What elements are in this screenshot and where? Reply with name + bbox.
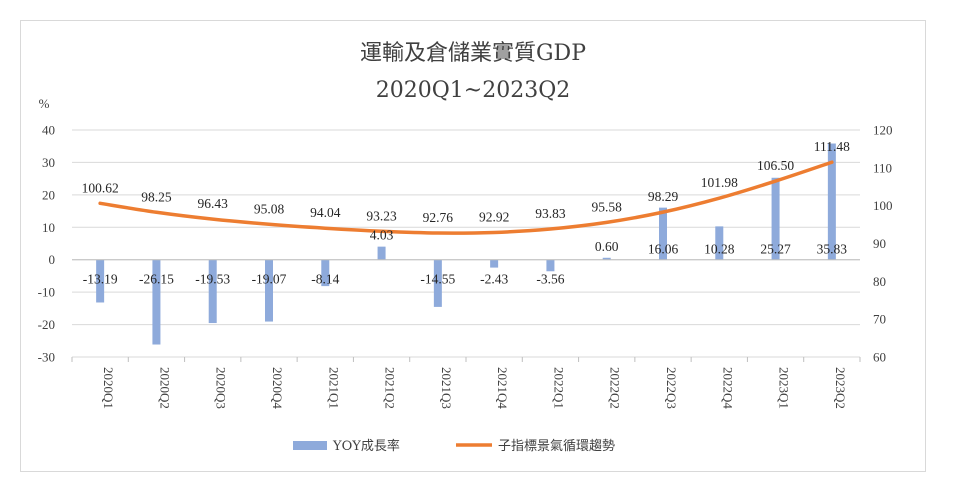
x-tick-label: 2021Q4 (495, 367, 510, 409)
legend-label-line: 子指標景氣循環趨勢 (498, 439, 615, 454)
trend-data-label: 95.08 (254, 201, 285, 216)
trend-data-label: 106.50 (757, 158, 794, 173)
x-tick-label: 2020Q3 (214, 367, 229, 409)
y2-tick-label: 120 (873, 123, 893, 138)
y-tick-label: 20 (42, 187, 55, 202)
bar-data-label: -3.56 (536, 272, 564, 287)
bar-data-label: -13.19 (83, 272, 118, 287)
y-tick-label: 10 (42, 220, 55, 235)
gridlines (72, 129, 860, 358)
line-series (98, 160, 834, 235)
trend-data-label: 94.04 (310, 205, 341, 220)
y-axis-unit-label: % (39, 96, 50, 111)
trend-data-label: 98.29 (648, 189, 679, 204)
chart-subtitle: 2020Q1~2023Q2 (376, 78, 570, 103)
x-tick-label: 2020Q2 (157, 367, 172, 409)
y2-tick-label: 100 (873, 198, 893, 213)
bar-data-label: -19.07 (252, 272, 287, 287)
bar (490, 259, 499, 268)
y2-tick-label: 60 (873, 350, 886, 365)
data-labels: 100.62 98.25 96.43 95.08 94.04 93.23 92.76 92.9… (82, 139, 851, 286)
bar (152, 259, 161, 345)
trend-data-label: 96.43 (198, 196, 229, 211)
legend: YOY成長率 子指標景氣循環趨勢 (293, 438, 615, 454)
trend-data-label: 98.25 (141, 189, 172, 204)
x-tick-label: 2021Q1 (326, 367, 341, 409)
chart-title: 運輸及倉儲業實質GDP (360, 41, 586, 66)
trend-data-label: 92.76 (423, 210, 454, 225)
bar (659, 207, 667, 260)
trend-data-label: 111.48 (814, 139, 850, 154)
bar-data-label: 16.06 (648, 242, 679, 257)
bar (321, 259, 330, 287)
x-tick-label: 2023Q1 (777, 367, 792, 409)
bar (433, 259, 442, 307)
bar (208, 259, 217, 324)
x-tick-label: 2021Q2 (383, 367, 398, 409)
legend-label-bar: YOY成長率 (332, 438, 400, 454)
x-tick-label: 2022Q1 (551, 367, 566, 409)
trend-data-label: 101.98 (701, 175, 738, 190)
bar-data-label: 25.27 (760, 242, 791, 257)
bar-data-label: 35.83 (817, 242, 848, 257)
bar (602, 257, 611, 260)
bar (827, 143, 836, 260)
bar-data-label: -14.55 (420, 272, 455, 287)
y-tick-label: -10 (38, 285, 55, 300)
trend-line (98, 160, 834, 235)
y-tick-label: 0 (49, 252, 56, 267)
bar-data-label: 10.28 (704, 242, 735, 257)
x-tick-label: 2023Q2 (833, 367, 848, 409)
bar-data-label: 0.60 (595, 239, 619, 254)
legend-swatch-bar (293, 441, 327, 450)
bar-data-label: 4.03 (370, 228, 394, 243)
bar-series (96, 143, 836, 345)
y-tick-label: 30 (42, 155, 55, 170)
trend-data-label: 93.83 (535, 206, 566, 221)
x-tick-label: 2022Q2 (608, 367, 623, 409)
bar (771, 177, 780, 260)
trend-data-label: 100.62 (82, 180, 119, 195)
trend-data-label: 92.92 (479, 209, 509, 224)
y2-tick-label: 110 (873, 160, 892, 175)
bar (96, 259, 105, 303)
bar (377, 246, 386, 260)
bar-data-label: -26.15 (139, 272, 174, 287)
y-tick-label: -30 (38, 350, 55, 365)
y-tick-label: 40 (42, 123, 55, 138)
x-tick-label: 2020Q4 (270, 367, 285, 409)
y2-tick-label: 90 (873, 236, 886, 251)
bar-data-label: -19.53 (195, 272, 230, 287)
trend-data-label: 95.58 (592, 199, 623, 214)
y2-tick-label: 80 (873, 274, 886, 289)
x-tick-label: 2022Q4 (720, 367, 735, 409)
bar (265, 259, 273, 322)
y-tick-label: -20 (38, 317, 55, 332)
axes: -30 -20 -10 0 10 20 30 40 60 70 80 90 100 110 120 2020Q… (38, 123, 893, 410)
trend-data-label: 93.23 (366, 208, 397, 223)
bar (715, 226, 724, 260)
x-tick-label: 2021Q3 (439, 367, 454, 409)
bar-data-label: -8.14 (311, 272, 339, 287)
bar (546, 259, 555, 272)
x-tick-label: 2020Q1 (101, 367, 116, 409)
y2-tick-label: 70 (873, 312, 886, 327)
x-tick-label: 2022Q3 (664, 367, 679, 409)
bar-data-label: -2.43 (480, 272, 508, 287)
